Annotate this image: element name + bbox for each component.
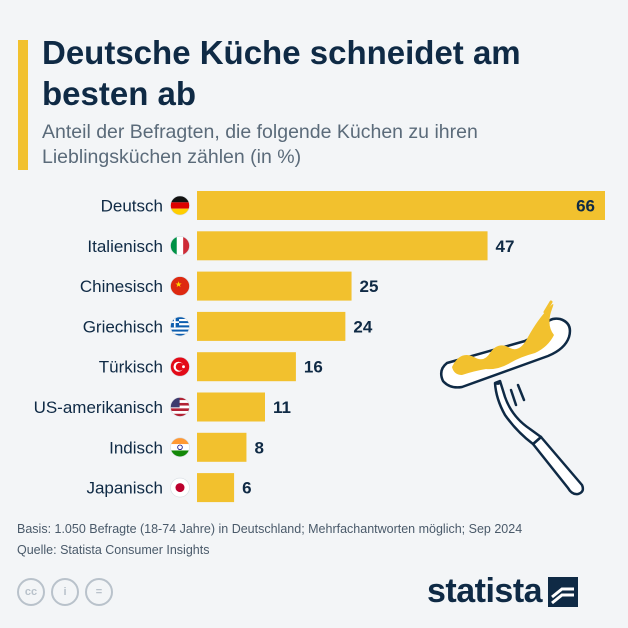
fork-icon <box>493 379 585 496</box>
value-label: 24 <box>353 317 372 336</box>
svg-text:★: ★ <box>175 280 182 289</box>
india-flag-icon <box>170 437 190 458</box>
value-label: 25 <box>360 277 379 296</box>
category-label: Chinesisch <box>80 277 163 296</box>
germany-flag-icon <box>170 195 190 216</box>
bar-7 <box>197 473 235 503</box>
value-label: 66 <box>576 197 595 216</box>
sausage-icon <box>439 300 572 389</box>
cc-icon[interactable]: cc <box>17 578 45 606</box>
statista-brand[interactable]: statista <box>427 572 579 611</box>
category-label: Griechisch <box>83 317 163 336</box>
bar-1 <box>197 231 488 261</box>
bar-chart: Deutsch 66 Italienisch 47 Chinesisch ★ 25 Griec… <box>34 191 605 503</box>
license-icons: cc i = <box>17 578 113 606</box>
bar-3 <box>197 311 346 341</box>
category-label: US-amerikanisch <box>34 398 163 417</box>
value-label: 8 <box>254 438 263 457</box>
japan-flag-icon <box>170 477 190 498</box>
bar-4 <box>197 352 296 382</box>
currywurst-fork-illustration <box>439 300 585 496</box>
bar-2 <box>197 271 352 301</box>
usa-flag-icon <box>170 397 190 417</box>
equals-icon[interactable]: = <box>85 578 113 606</box>
category-label: Deutsch <box>101 197 163 216</box>
value-label: 16 <box>304 358 323 377</box>
statista-wordmark: statista <box>427 572 543 610</box>
italy-flag-icon <box>170 235 190 256</box>
chart-subtitle: Anteil der Befragten, die folgende Küche… <box>42 121 478 168</box>
china-flag-icon: ★ <box>170 276 190 296</box>
value-label: 6 <box>242 479 251 498</box>
category-label: Italienisch <box>87 237 163 256</box>
footer-source: Quelle: Statista Consumer Insights <box>17 543 210 557</box>
chart-title: Deutsche Küche schneidet am besten ab <box>42 34 521 112</box>
value-label: 11 <box>273 398 291 417</box>
category-label: Japanisch <box>86 479 163 498</box>
turkey-flag-icon <box>170 356 190 377</box>
person-icon[interactable]: i <box>51 578 79 606</box>
title-accent-bar <box>18 40 28 170</box>
bar-6 <box>197 432 247 462</box>
value-label: 47 <box>496 237 515 256</box>
category-label: Türkisch <box>99 358 163 377</box>
bar-5 <box>197 392 265 422</box>
statista-logo-icon <box>548 576 579 607</box>
greece-flag-icon <box>170 316 190 337</box>
footer-basis: Basis: 1.050 Befragte (18-74 Jahre) in D… <box>17 522 523 536</box>
bar-0 <box>197 191 605 220</box>
category-label: Indisch <box>109 438 163 457</box>
